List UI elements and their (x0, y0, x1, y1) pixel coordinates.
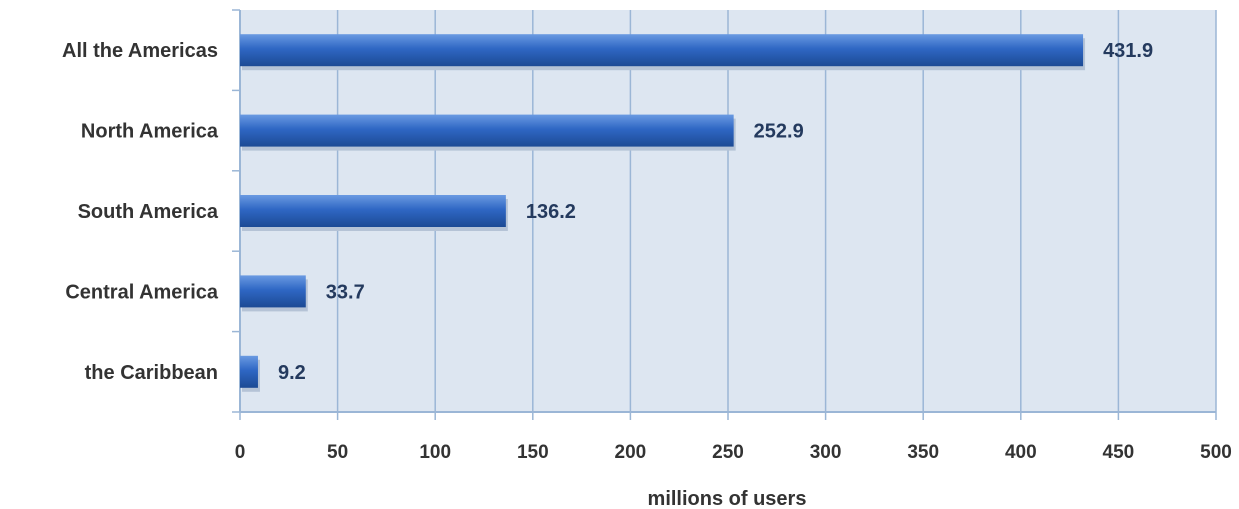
category-label: the Caribbean (85, 362, 218, 384)
x-tick-label: 250 (712, 442, 744, 463)
labels: 0 50 100 150 200 250 300 350 400 450 500 All the Am… (62, 40, 1232, 463)
category-label: North America (81, 121, 219, 143)
value-label: 431.9 (1103, 40, 1153, 62)
category-label: All the Americas (62, 40, 218, 62)
category-label: South America (78, 201, 219, 223)
x-tick-label: 100 (419, 442, 451, 463)
x-tick-label: 150 (517, 442, 549, 463)
category-label: Central America (65, 281, 219, 303)
x-tick-label: 300 (810, 442, 842, 463)
bar (240, 355, 258, 388)
bar (240, 114, 734, 147)
value-label: 252.9 (754, 121, 804, 143)
x-tick-label: 0 (235, 442, 246, 463)
bar (240, 34, 1084, 67)
x-tick-label: 350 (907, 442, 939, 463)
bar (240, 195, 506, 227)
x-tick-label: 200 (615, 442, 647, 463)
value-label: 33.7 (326, 281, 365, 303)
bars (240, 34, 1086, 392)
x-tick-label: 500 (1200, 442, 1232, 463)
value-label: 9.2 (278, 362, 306, 384)
bar (240, 275, 306, 308)
x-tick-label: 450 (1103, 442, 1135, 463)
value-label: 136.2 (526, 201, 576, 223)
x-tick-label: 50 (327, 442, 348, 463)
x-axis-title: millions of users (648, 488, 807, 509)
x-tick-label: 400 (1005, 442, 1037, 463)
